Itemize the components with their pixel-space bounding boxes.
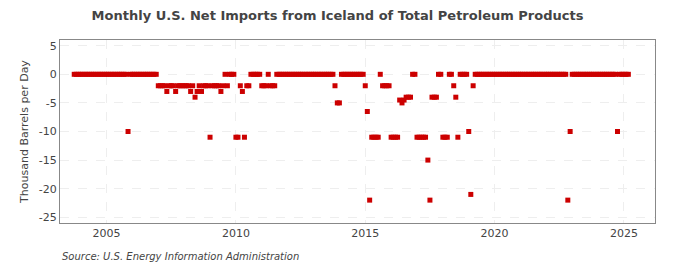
svg-text:Monthly U.S. Net Imports from: Monthly U.S. Net Imports from Iceland of… [92, 8, 584, 23]
svg-text:2015: 2015 [351, 227, 379, 240]
svg-text:-25: -25 [39, 211, 57, 224]
svg-text:2010: 2010 [222, 227, 250, 240]
svg-text:2020: 2020 [481, 227, 509, 240]
svg-text:0: 0 [50, 68, 57, 81]
svg-text:-15: -15 [39, 154, 57, 167]
svg-text:-10: -10 [39, 125, 57, 138]
svg-text:5: 5 [50, 40, 57, 53]
svg-text:-20: -20 [39, 183, 57, 196]
svg-text:-5: -5 [46, 97, 57, 110]
svg-text:2025: 2025 [610, 227, 638, 240]
svg-text:Thousand Barrels per Day: Thousand Barrels per Day [18, 60, 31, 204]
svg-text:2005: 2005 [93, 227, 121, 240]
svg-text:Source: U.S. Energy Informatio: Source: U.S. Energy Information Administ… [62, 251, 299, 262]
